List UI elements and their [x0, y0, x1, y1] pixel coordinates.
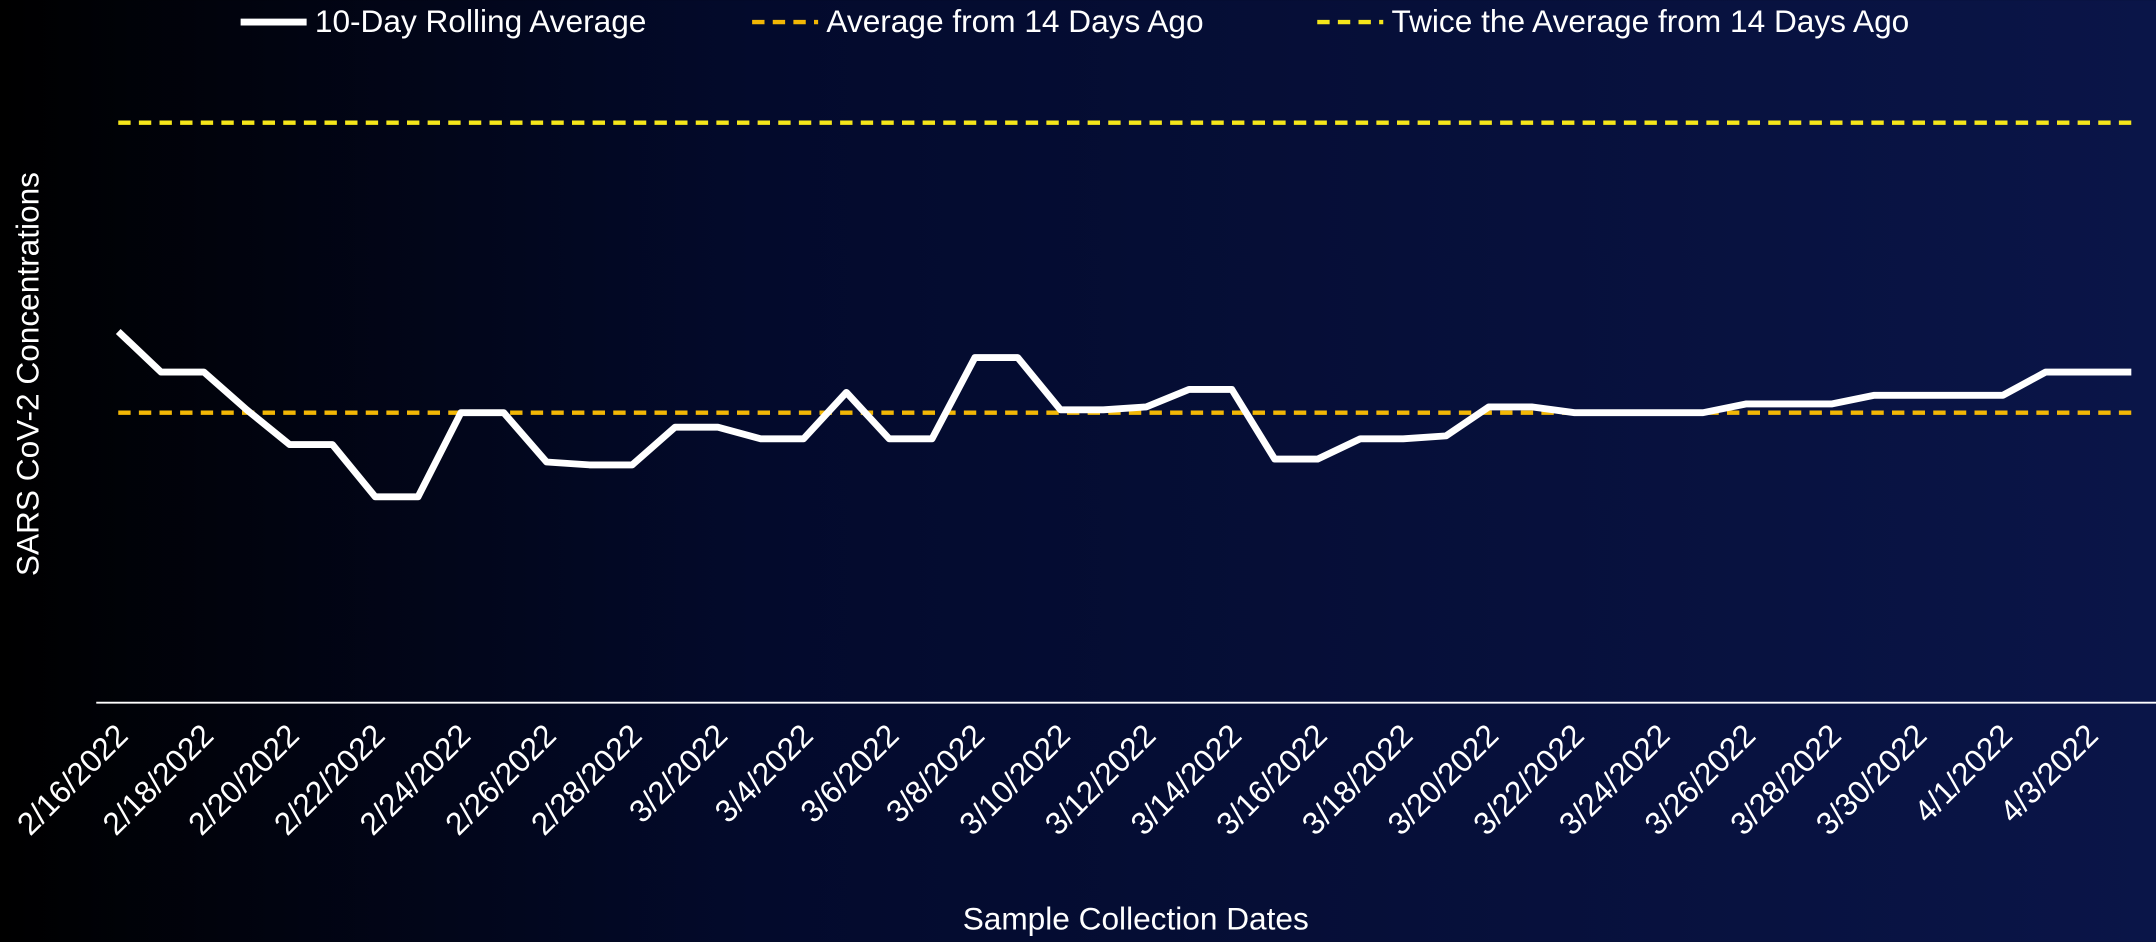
legend-label: 10-Day Rolling Average: [315, 3, 647, 39]
legend-label: Average from 14 Days Ago: [826, 3, 1203, 39]
legend-label: Twice the Average from 14 Days Ago: [1392, 3, 1910, 39]
data-line: [115, 328, 2132, 501]
y-axis-label: SARS CoV-2 Concentrations: [10, 172, 46, 576]
x-axis-label: Sample Collection Dates: [963, 901, 1309, 937]
